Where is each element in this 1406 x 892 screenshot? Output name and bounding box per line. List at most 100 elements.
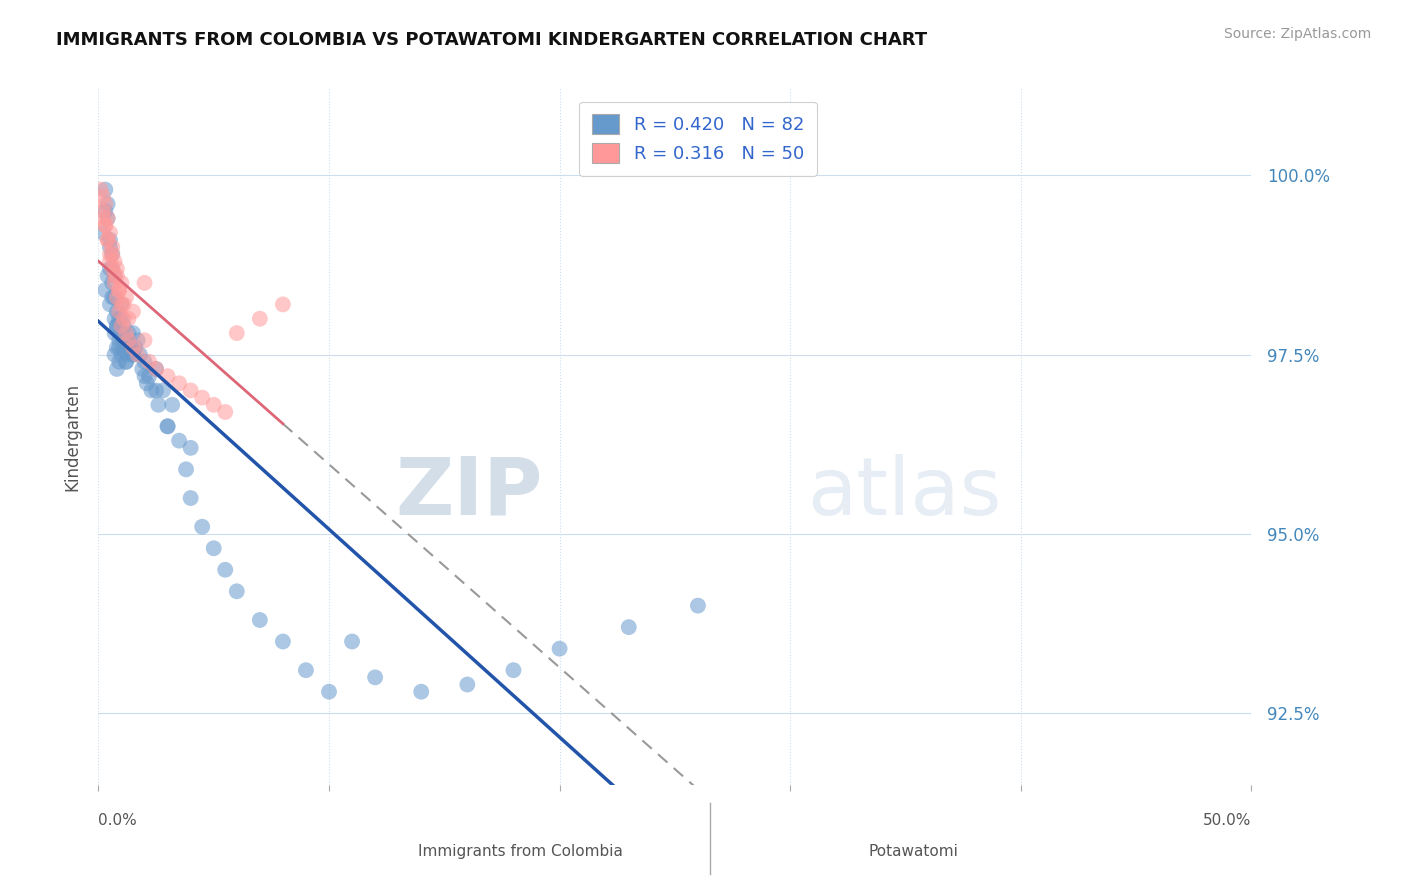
Point <box>108 333 131 347</box>
Point <box>145 362 167 376</box>
Point <box>180 441 202 455</box>
Point <box>101 247 124 261</box>
Point <box>112 297 135 311</box>
Point <box>134 369 156 384</box>
Point <box>112 318 135 333</box>
Point <box>97 197 120 211</box>
Point <box>110 297 132 311</box>
Point <box>110 318 132 333</box>
Point <box>148 398 170 412</box>
Point <box>112 311 135 326</box>
Point <box>97 233 120 247</box>
Text: 0.0%: 0.0% <box>98 814 138 828</box>
Point <box>115 333 138 347</box>
Point <box>98 254 121 268</box>
Point <box>225 326 247 340</box>
Point <box>98 233 121 247</box>
Point <box>105 304 128 318</box>
Point <box>94 219 117 233</box>
Point <box>617 620 640 634</box>
Point <box>90 183 112 197</box>
Point <box>103 268 125 283</box>
Point <box>134 355 156 369</box>
Point <box>101 247 124 261</box>
Point <box>98 247 121 261</box>
Text: 50.0%: 50.0% <box>1204 814 1251 828</box>
Point <box>456 677 478 691</box>
Point <box>122 326 145 340</box>
Point <box>134 276 156 290</box>
Point <box>191 520 214 534</box>
Point <box>138 355 160 369</box>
Point <box>94 219 117 233</box>
Point <box>110 348 132 362</box>
Point <box>98 297 121 311</box>
Point <box>98 261 121 276</box>
Point <box>105 340 128 354</box>
Point <box>91 204 114 219</box>
Text: Immigrants from Colombia: Immigrants from Colombia <box>418 845 623 859</box>
Point <box>120 340 142 354</box>
Point <box>117 326 139 340</box>
Legend: R = 0.420   N = 82, R = 0.316   N = 50: R = 0.420 N = 82, R = 0.316 N = 50 <box>579 102 817 176</box>
Point <box>141 384 163 398</box>
Point <box>101 261 124 276</box>
Point <box>340 634 363 648</box>
Text: IMMIGRANTS FROM COLOMBIA VS POTAWATOMI KINDERGARTEN CORRELATION CHART: IMMIGRANTS FROM COLOMBIA VS POTAWATOMI K… <box>56 31 928 49</box>
Point <box>101 240 124 254</box>
Point <box>112 340 135 354</box>
Point <box>156 419 179 434</box>
Point <box>103 326 125 340</box>
Text: Source: ZipAtlas.com: Source: ZipAtlas.com <box>1223 27 1371 41</box>
Point <box>145 384 167 398</box>
Point <box>108 340 131 354</box>
Point <box>156 419 179 434</box>
Point <box>98 226 121 240</box>
Point <box>94 197 117 211</box>
Point <box>135 376 157 391</box>
Point <box>180 491 202 505</box>
Point <box>167 434 190 448</box>
Point <box>110 276 132 290</box>
Point <box>103 268 125 283</box>
Point <box>180 384 202 398</box>
Point <box>94 204 117 219</box>
Point <box>127 348 149 362</box>
Point <box>103 311 125 326</box>
Point <box>108 311 131 326</box>
Point <box>103 254 125 268</box>
Text: Potawatomi: Potawatomi <box>869 845 959 859</box>
Point <box>108 304 131 318</box>
Point <box>364 670 387 684</box>
Point <box>214 405 236 419</box>
Point <box>97 211 120 226</box>
Point <box>103 290 125 304</box>
Point <box>249 613 271 627</box>
Point <box>131 362 153 376</box>
Point <box>97 268 120 283</box>
Point <box>115 355 138 369</box>
Point <box>117 311 139 326</box>
Point <box>122 304 145 318</box>
Point <box>122 348 145 362</box>
Point <box>122 348 145 362</box>
Point <box>112 333 135 347</box>
Point <box>97 233 120 247</box>
Point <box>127 333 149 347</box>
Point <box>202 398 225 412</box>
Y-axis label: Kindergarten: Kindergarten <box>63 383 82 491</box>
Point <box>686 599 709 613</box>
Point <box>91 190 114 204</box>
Point <box>115 355 138 369</box>
Point <box>202 541 225 556</box>
Point <box>91 211 114 226</box>
Point <box>191 391 214 405</box>
Point <box>91 226 114 240</box>
Point <box>167 376 190 391</box>
Point <box>105 290 128 304</box>
Point <box>138 369 160 384</box>
Point <box>134 333 156 347</box>
Point <box>115 290 138 304</box>
Point <box>110 311 132 326</box>
Point <box>105 318 128 333</box>
